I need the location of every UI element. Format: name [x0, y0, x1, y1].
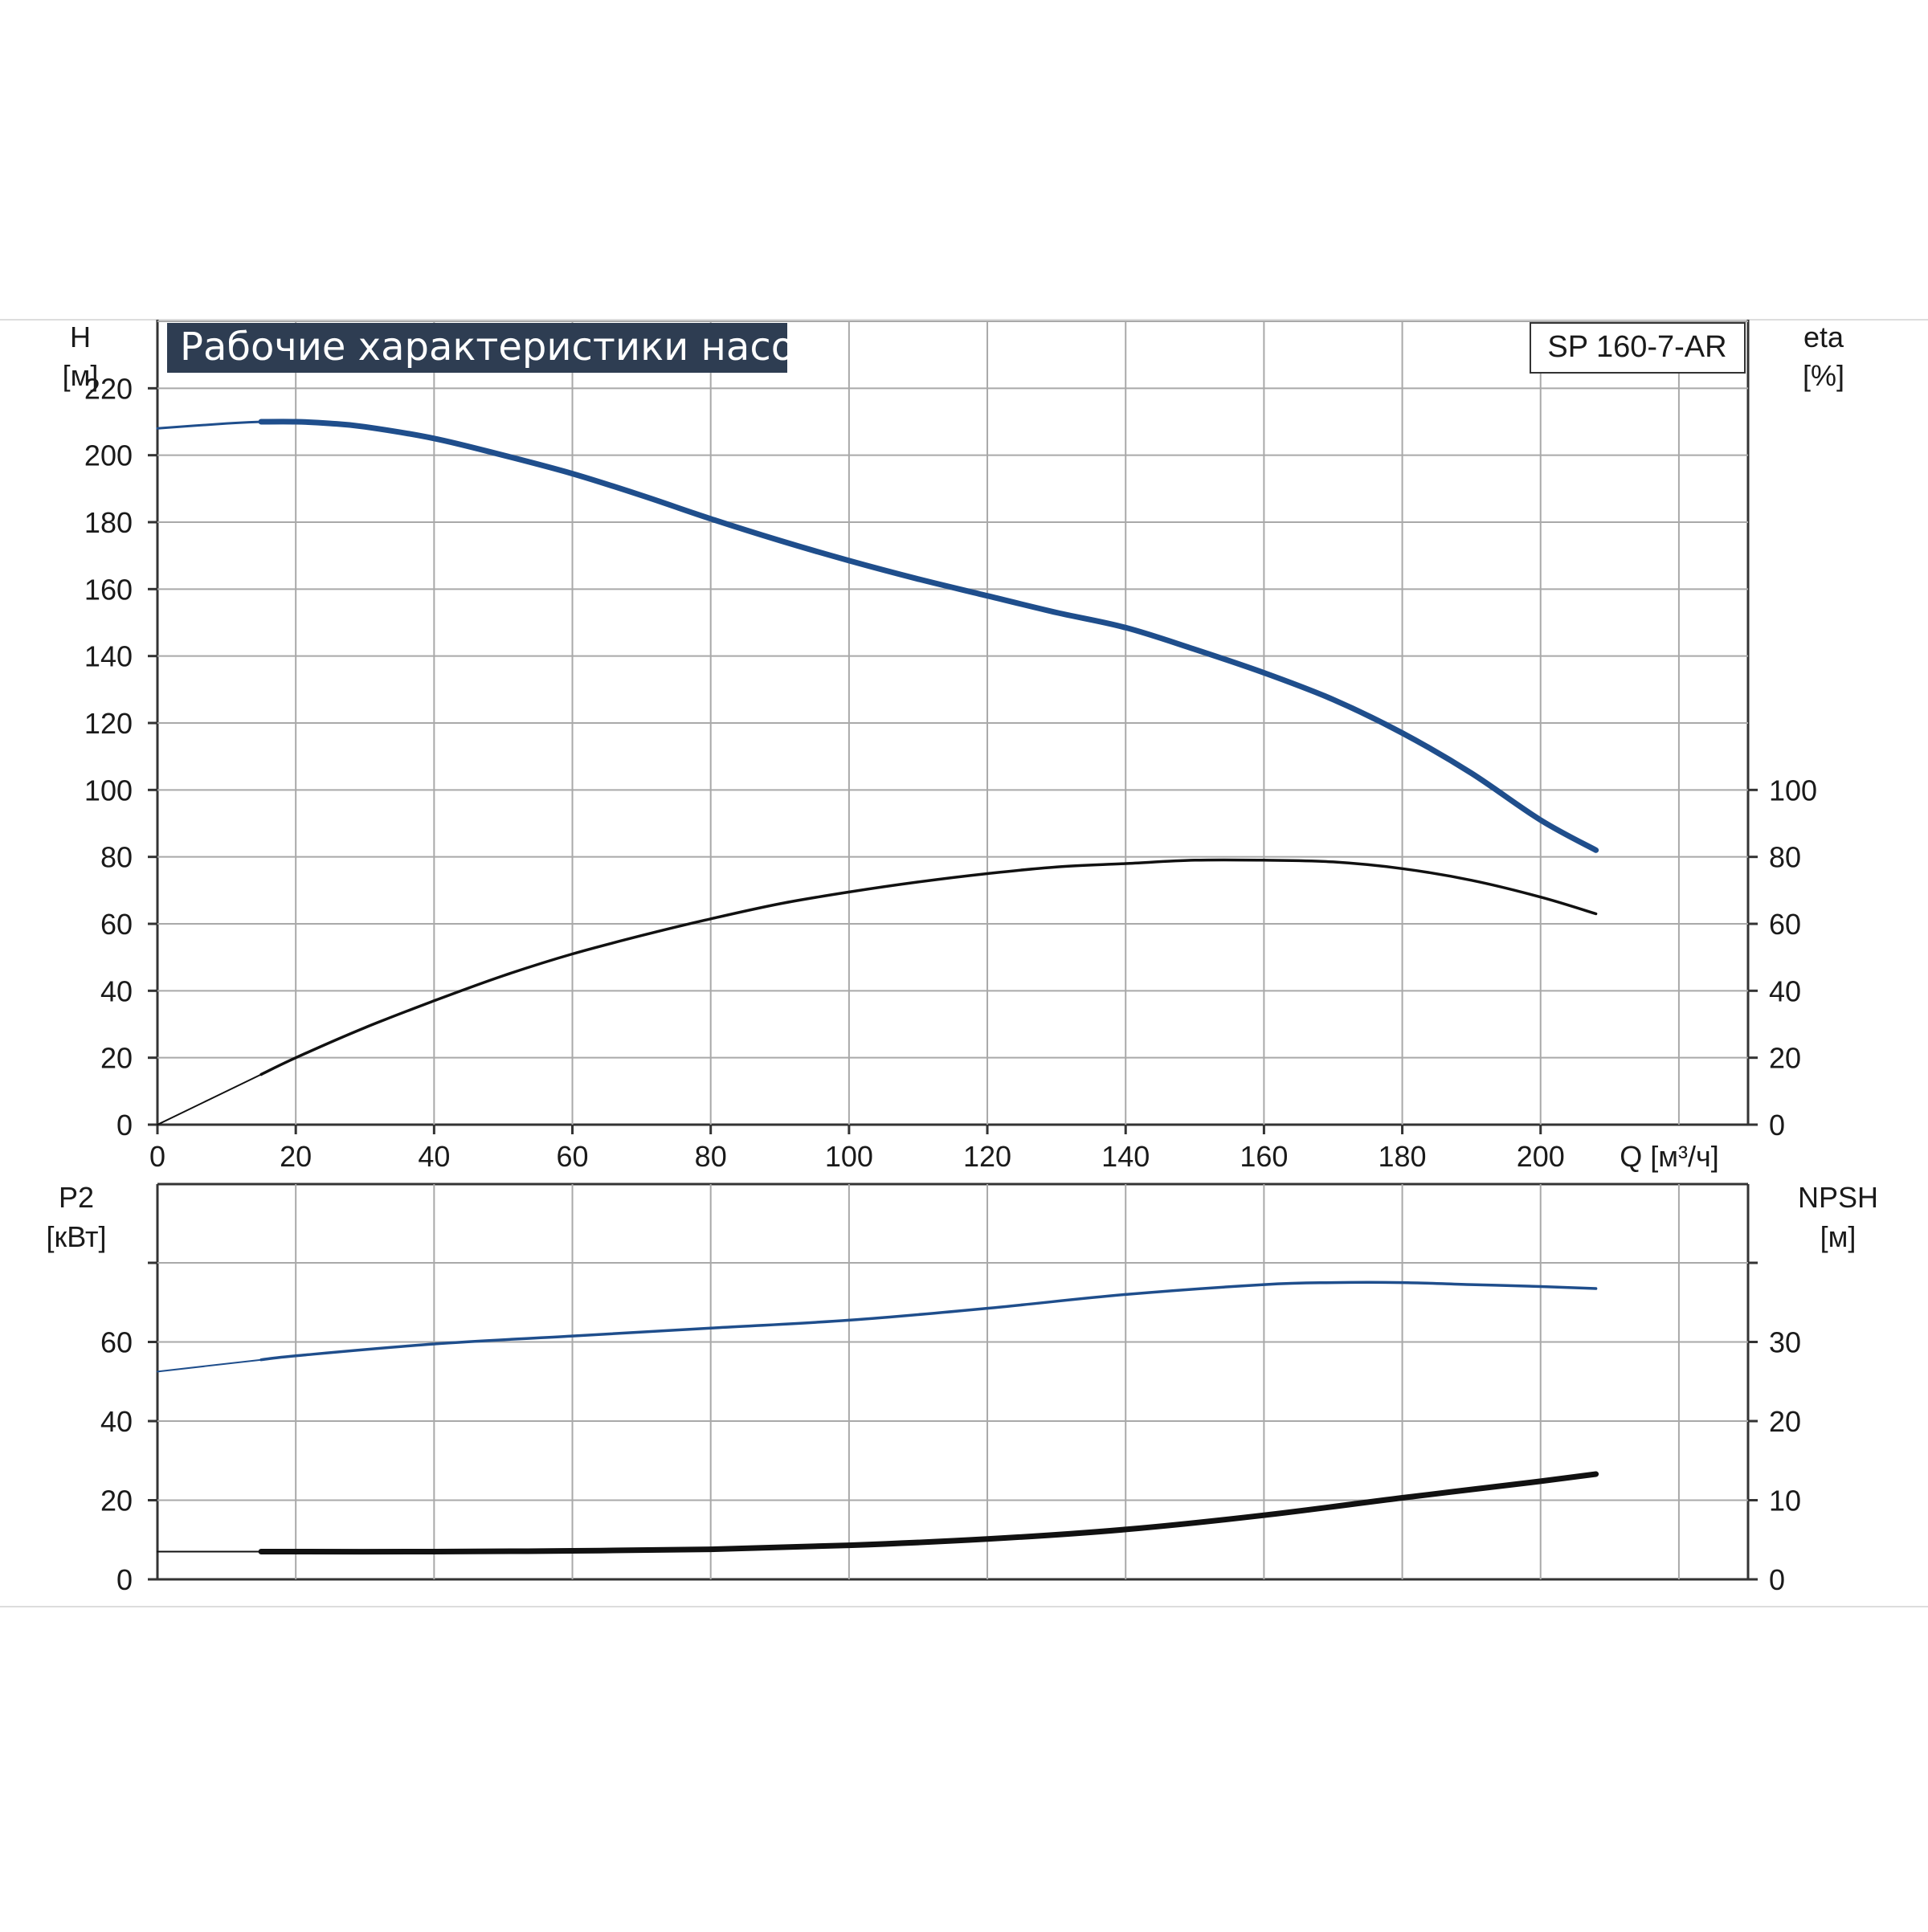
- p2-tick-label-0: 0: [116, 1563, 133, 1596]
- eta-tick-label-40: 40: [1769, 974, 1801, 1007]
- q-tick-label-140: 140: [1101, 1140, 1150, 1173]
- model-label: SP 160-7-AR: [1547, 330, 1726, 364]
- h-tick-label-0: 0: [116, 1109, 133, 1142]
- q-tick-label-0: 0: [149, 1140, 165, 1173]
- q-tick-label-60: 60: [556, 1140, 588, 1173]
- npsh-tick-label-20: 20: [1769, 1405, 1801, 1438]
- efficiency-eta-curve: [259, 858, 1598, 1076]
- h-tick-label-20: 20: [100, 1042, 133, 1075]
- q-tick-label-20: 20: [280, 1140, 312, 1173]
- h-axis-label: H: [70, 321, 91, 353]
- h-tick-label-40: 40: [100, 974, 133, 1007]
- frame-layer: [0, 319, 1928, 1607]
- eta-tick-label-0: 0: [1769, 1109, 1785, 1142]
- eta-tick-label-100: 100: [1769, 774, 1817, 807]
- npsh-axis-unit: [м]: [1820, 1220, 1857, 1253]
- h-tick-label-60: 60: [100, 908, 133, 941]
- p2-axis-label: P2: [59, 1181, 94, 1214]
- q-tick-label-100: 100: [825, 1140, 873, 1173]
- h-tick-label-140: 140: [84, 640, 133, 673]
- q-axis-label: Q [м³/ч]: [1620, 1140, 1719, 1173]
- q-tick-label-120: 120: [963, 1140, 1011, 1173]
- efficiency-eta-lead: [157, 1073, 263, 1125]
- head-h-curve: [258, 419, 1599, 853]
- q-tick-label-160: 160: [1240, 1140, 1288, 1173]
- eta-axis-unit: [%]: [1803, 359, 1844, 392]
- h-tick-label-180: 180: [84, 506, 133, 539]
- eta-tick-label-20: 20: [1769, 1042, 1801, 1075]
- p2-axis-unit: [кВт]: [46, 1220, 106, 1253]
- grid-layer: [157, 321, 1748, 1579]
- npsh-tick-label-30: 30: [1769, 1326, 1801, 1359]
- q-tick-label-40: 40: [418, 1140, 450, 1173]
- title-badge: [167, 323, 787, 373]
- h-tick-label-200: 200: [84, 439, 133, 472]
- h-tick-label-160: 160: [84, 573, 133, 606]
- model-box: [1530, 322, 1746, 374]
- npsh-tick-label-10: 10: [1769, 1485, 1801, 1517]
- eta-tick-label-80: 80: [1769, 841, 1801, 874]
- label-layer: 0204060801001201401601802002200204060801…: [84, 372, 1817, 1596]
- h-tick-label-100: 100: [84, 774, 133, 807]
- p2-tick-label-40: 40: [100, 1405, 133, 1438]
- h-axis-unit: [м]: [63, 359, 99, 392]
- h-tick-label-220: 220: [84, 372, 133, 405]
- q-tick-label-200: 200: [1517, 1140, 1565, 1173]
- power-p2-lead: [157, 1358, 263, 1373]
- p2-tick-label-20: 20: [100, 1485, 133, 1517]
- eta-tick-label-60: 60: [1769, 908, 1801, 941]
- power-p2-curve: [259, 1281, 1598, 1362]
- npsh-tick-label-0: 0: [1769, 1563, 1785, 1596]
- npsh-curve: [258, 1471, 1599, 1555]
- q-tick-label-180: 180: [1379, 1140, 1427, 1173]
- eta-axis-label: eta: [1803, 321, 1844, 353]
- curve-layer: [156, 419, 1599, 1555]
- chart-title: Рабочие характеристики насоса: [180, 325, 839, 370]
- p2-tick-label-60: 60: [100, 1326, 133, 1359]
- h-tick-label-80: 80: [100, 841, 133, 874]
- head-h-lead: [156, 420, 263, 430]
- h-tick-label-120: 120: [84, 707, 133, 740]
- q-tick-label-80: 80: [695, 1140, 727, 1173]
- npsh-axis-label: NPSH: [1798, 1181, 1878, 1214]
